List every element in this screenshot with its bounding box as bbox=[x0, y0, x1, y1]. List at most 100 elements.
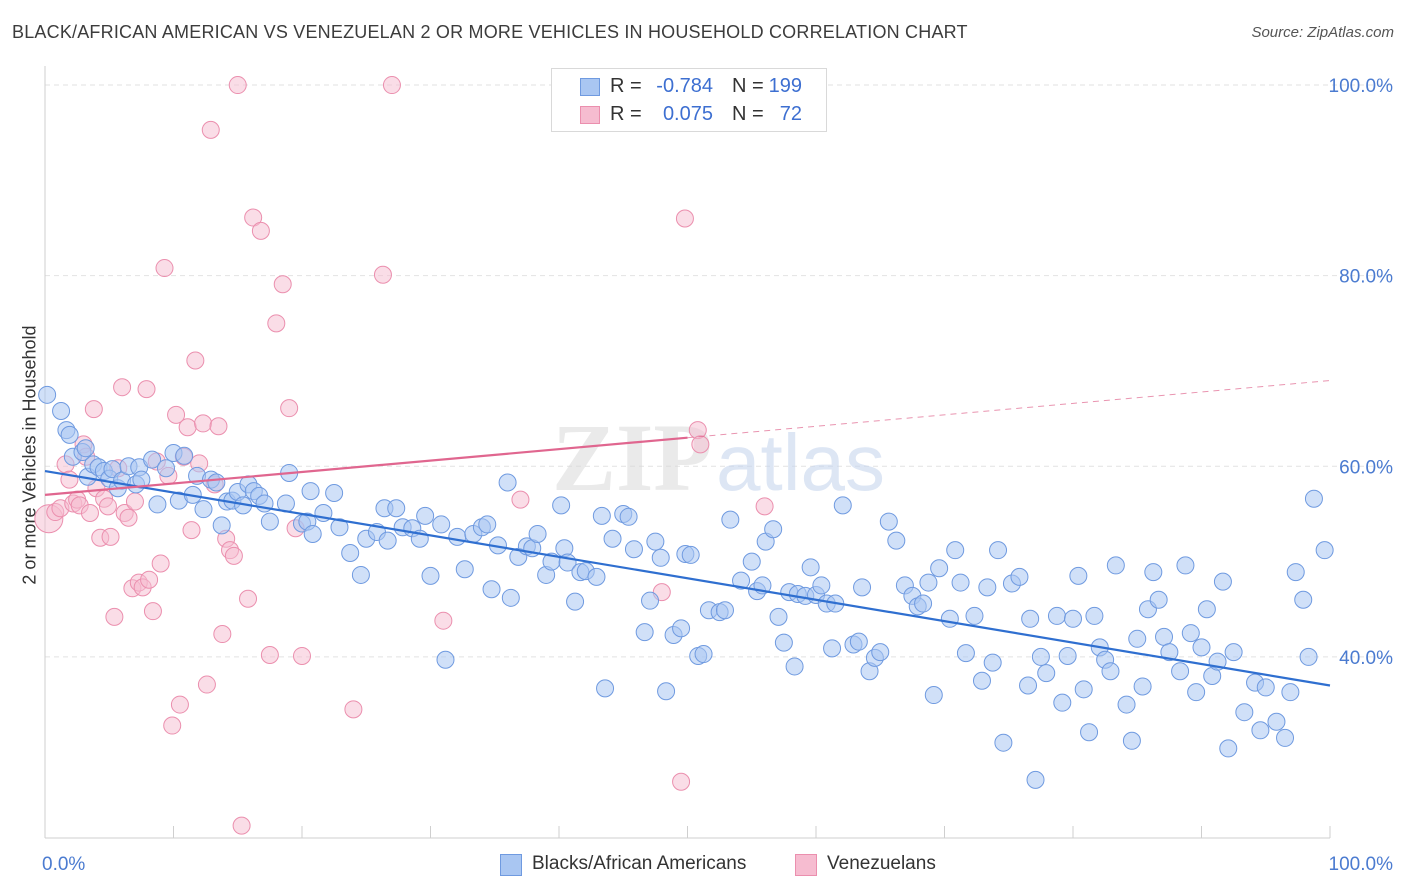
data-point-blue bbox=[421, 566, 440, 585]
data-point-pink bbox=[80, 503, 99, 522]
data-point-blue bbox=[501, 588, 520, 607]
data-point-pink bbox=[267, 314, 286, 333]
data-point-blue bbox=[646, 532, 665, 551]
data-point-blue bbox=[1101, 662, 1120, 681]
data-point-pink bbox=[511, 490, 530, 509]
data-point-blue bbox=[52, 402, 71, 421]
data-point-pink bbox=[293, 646, 311, 665]
data-point-blue bbox=[715, 601, 734, 620]
data-point-blue bbox=[1187, 683, 1206, 702]
data-point-blue bbox=[1219, 739, 1238, 758]
data-point-pink bbox=[260, 646, 279, 665]
n-label: N = bbox=[732, 103, 764, 125]
data-point-blue bbox=[1058, 646, 1077, 665]
data-point-blue bbox=[774, 633, 793, 652]
data-point-pink bbox=[178, 418, 197, 437]
data-point-blue bbox=[930, 559, 949, 578]
data-point-blue bbox=[871, 643, 890, 662]
chart-source: Source: ZipAtlas.com bbox=[1251, 24, 1394, 41]
data-point-pink bbox=[84, 400, 103, 419]
n-value: 72 bbox=[779, 103, 802, 125]
data-point-blue bbox=[887, 531, 906, 550]
data-point-blue bbox=[1192, 638, 1211, 657]
data-point-blue bbox=[1037, 664, 1056, 683]
data-point-blue bbox=[812, 576, 831, 595]
data-point-pink bbox=[155, 259, 174, 278]
data-point-blue bbox=[641, 591, 660, 610]
data-point-blue bbox=[1181, 624, 1200, 643]
data-point-pink bbox=[755, 497, 774, 516]
legend-label: Blacks/African Americans bbox=[532, 853, 747, 874]
data-point-blue bbox=[478, 515, 497, 534]
data-point-pink bbox=[232, 816, 251, 835]
data-point-blue bbox=[260, 512, 279, 531]
data-point-blue bbox=[951, 573, 970, 592]
stats-row-pink: R = 0.075 N = 72 bbox=[552, 100, 826, 128]
data-point-pink bbox=[105, 607, 124, 626]
chart-title: BLACK/AFRICAN AMERICAN VS VENEZUELAN 2 O… bbox=[12, 22, 968, 42]
data-point-blue bbox=[455, 560, 474, 579]
n-label: N = bbox=[732, 75, 764, 97]
data-point-pink bbox=[209, 417, 228, 436]
data-point-blue bbox=[175, 446, 194, 465]
data-point-pink bbox=[137, 380, 156, 399]
data-point-blue bbox=[1251, 721, 1270, 740]
data-point-blue bbox=[1256, 678, 1275, 697]
legend-swatch-pink bbox=[795, 854, 817, 876]
data-point-pink bbox=[194, 414, 213, 433]
data-point-pink bbox=[675, 209, 694, 228]
data-point-pink bbox=[186, 351, 205, 370]
data-point-blue bbox=[956, 644, 975, 663]
data-point-blue bbox=[498, 473, 517, 492]
data-point-blue bbox=[972, 671, 991, 690]
data-point-blue bbox=[1019, 676, 1038, 695]
data-point-blue bbox=[330, 518, 349, 537]
data-point-blue bbox=[1064, 609, 1082, 628]
data-point-blue bbox=[1299, 647, 1318, 666]
data-point-blue bbox=[849, 632, 868, 651]
data-point-blue bbox=[1133, 677, 1152, 696]
data-point-blue bbox=[694, 645, 713, 664]
data-point-blue bbox=[764, 520, 783, 539]
data-point-blue bbox=[924, 686, 943, 705]
n-value: 199 bbox=[768, 75, 802, 97]
data-point-blue bbox=[619, 507, 638, 526]
data-point-blue bbox=[1176, 556, 1195, 575]
r-value: 0.075 bbox=[662, 103, 713, 125]
data-point-blue bbox=[387, 499, 406, 518]
blue-points bbox=[38, 385, 1334, 789]
data-point-blue bbox=[194, 500, 213, 519]
data-point-blue bbox=[785, 657, 804, 676]
data-point-blue bbox=[482, 580, 501, 599]
stats-swatch-pink bbox=[580, 106, 600, 124]
data-point-blue bbox=[596, 679, 615, 698]
x-tick-label: 100.0% bbox=[1329, 854, 1394, 875]
data-point-pink bbox=[170, 695, 189, 714]
data-point-blue bbox=[989, 541, 1008, 560]
data-point-pink bbox=[151, 554, 170, 573]
data-point-pink bbox=[434, 611, 453, 630]
data-point-blue bbox=[983, 653, 1002, 672]
data-point-blue bbox=[1106, 556, 1125, 575]
data-point-blue bbox=[341, 544, 360, 563]
data-point-blue bbox=[157, 459, 176, 478]
data-point-blue bbox=[603, 529, 622, 548]
data-point-pink bbox=[251, 221, 270, 240]
data-point-blue bbox=[1149, 590, 1168, 609]
data-point-pink bbox=[98, 497, 117, 516]
data-point-pink bbox=[125, 492, 144, 511]
stats-row-blue: R = -0.784 N = 199 bbox=[552, 72, 826, 100]
y-tick-label: 40.0% bbox=[1339, 648, 1393, 669]
legend-swatch-blue bbox=[500, 854, 522, 876]
data-point-blue bbox=[1031, 647, 1050, 666]
data-point-blue bbox=[672, 619, 691, 638]
data-point-blue bbox=[76, 439, 95, 458]
data-point-blue bbox=[148, 495, 167, 514]
data-point-pink bbox=[672, 772, 691, 791]
y-tick-label: 60.0% bbox=[1339, 457, 1393, 478]
data-point-pink bbox=[163, 716, 182, 735]
data-point-pink bbox=[382, 76, 401, 95]
data-point-blue bbox=[1021, 609, 1040, 628]
data-point-pink bbox=[197, 675, 216, 694]
